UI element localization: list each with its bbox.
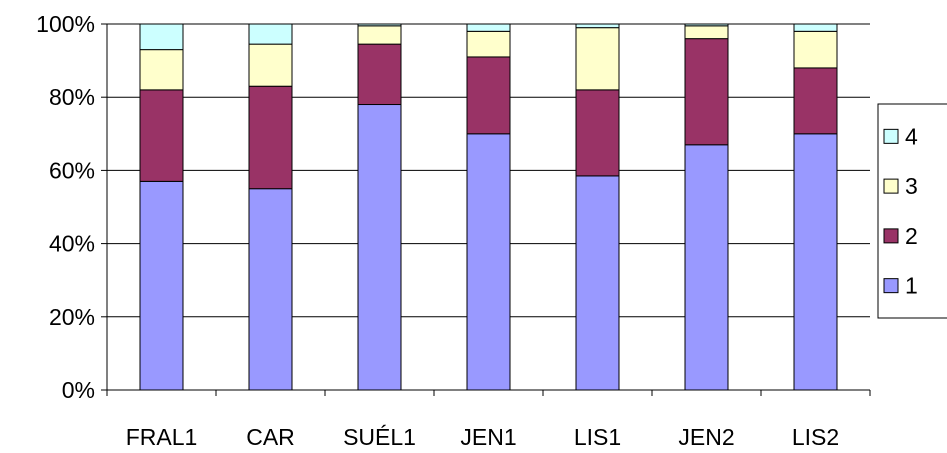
bar-segment-4-6 [793, 23, 838, 32]
y-tick-label: 60% [49, 157, 95, 183]
x-tick-labels: FRAL1 CAR SUÉL1 JEN1 LIS1 JEN2 LIS2 [126, 424, 839, 450]
bars [139, 23, 838, 391]
x-tick-label: LIS1 [574, 424, 621, 450]
legend: 4 3 2 1 [877, 103, 947, 319]
bar-segment-3-6 [793, 30, 838, 69]
bar-segment-3-3 [466, 30, 511, 58]
bar-segment-4-0 [139, 23, 184, 51]
legend-label-3: 3 [905, 173, 918, 199]
legend-swatch-4 [883, 128, 899, 144]
legend-label-2: 2 [905, 223, 918, 249]
bar-segment-2-3 [466, 56, 511, 135]
legend-label-1: 1 [905, 273, 918, 299]
x-tick-label: FRAL1 [126, 424, 198, 450]
legend-swatch-1 [883, 278, 899, 294]
y-tick-label: 40% [49, 231, 95, 257]
bar-segment-1-4 [575, 175, 620, 391]
y-tick-label: 0% [62, 377, 95, 403]
bar-segment-3-4 [575, 27, 620, 91]
bar-segment-2-0 [139, 89, 184, 182]
bar-segment-4-2 [357, 23, 402, 27]
bar-segment-3-2 [357, 25, 402, 45]
legend-swatch-3 [883, 178, 899, 194]
bar-segment-3-0 [139, 49, 184, 91]
bar-segment-1-0 [139, 180, 184, 391]
bar-segment-2-4 [575, 89, 620, 177]
axes [101, 23, 871, 396]
bar-segment-1-3 [466, 133, 511, 391]
bar-segment-2-6 [793, 67, 838, 135]
bar-segment-4-1 [248, 23, 293, 45]
x-tick-label: LIS2 [792, 424, 839, 450]
x-tick-label: CAR [246, 424, 295, 450]
bar-segment-4-3 [466, 23, 511, 32]
bar-segment-1-5 [684, 144, 729, 391]
y-tick-labels: 0% 20% 40% 60% 80% 100% [36, 11, 95, 403]
bar-segment-2-2 [357, 43, 402, 106]
bar-segment-1-1 [248, 188, 293, 391]
bar-segment-1-2 [357, 104, 402, 391]
x-tick-label: SUÉL1 [343, 424, 416, 450]
bar-segment-4-4 [575, 23, 620, 29]
bar-segment-2-1 [248, 85, 293, 190]
bar-segment-1-6 [793, 133, 838, 391]
legend-label-4: 4 [905, 123, 918, 149]
x-tick-label: JEN1 [460, 424, 516, 450]
y-tick-label: 80% [49, 84, 95, 110]
y-tick-label: 100% [36, 11, 95, 37]
y-tick-label: 20% [49, 304, 95, 330]
bar-segment-4-5 [684, 23, 729, 27]
bar-segment-2-5 [684, 38, 729, 146]
bar-segment-3-1 [248, 43, 293, 87]
bar-segment-3-5 [684, 25, 729, 40]
x-tick-label: JEN2 [678, 424, 734, 450]
legend-swatch-2 [883, 228, 899, 244]
